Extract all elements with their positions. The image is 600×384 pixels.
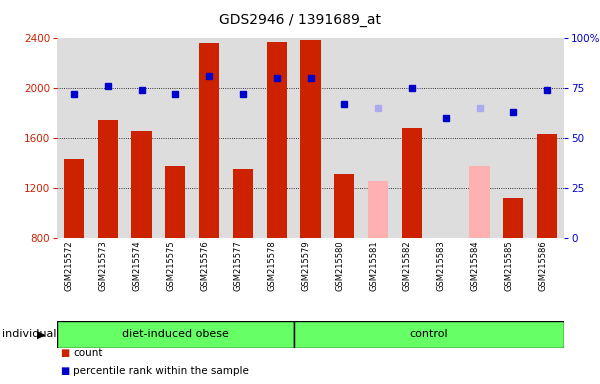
Bar: [199, 43, 219, 238]
Text: control: control: [409, 329, 448, 339]
Text: GSM215585: GSM215585: [504, 240, 513, 291]
Bar: [436, 238, 456, 239]
Bar: [64, 159, 84, 238]
Text: count: count: [73, 348, 103, 358]
Text: individual: individual: [2, 329, 56, 339]
Bar: [233, 169, 253, 238]
Text: GSM215576: GSM215576: [200, 240, 209, 291]
Bar: [334, 174, 355, 238]
Text: diet-induced obese: diet-induced obese: [122, 329, 229, 339]
Bar: [165, 166, 185, 238]
Text: GSM215572: GSM215572: [65, 240, 74, 291]
Bar: [98, 119, 118, 238]
Bar: [57, 321, 293, 348]
Text: percentile rank within the sample: percentile rank within the sample: [73, 366, 249, 376]
Text: GSM215573: GSM215573: [98, 240, 108, 291]
Text: ▶: ▶: [37, 329, 45, 339]
Bar: [368, 180, 388, 238]
Text: GSM215579: GSM215579: [302, 240, 311, 291]
Text: GSM215577: GSM215577: [234, 240, 243, 291]
Bar: [301, 40, 320, 238]
Bar: [503, 198, 523, 238]
Bar: [537, 134, 557, 238]
Text: GSM215575: GSM215575: [166, 240, 175, 291]
Bar: [266, 42, 287, 238]
Text: GSM215584: GSM215584: [470, 240, 479, 291]
Text: GSM215578: GSM215578: [268, 240, 277, 291]
Text: ■: ■: [60, 348, 69, 358]
Bar: [469, 166, 490, 238]
Text: GSM215583: GSM215583: [437, 240, 446, 291]
Text: GSM215574: GSM215574: [133, 240, 142, 291]
Bar: [131, 131, 152, 238]
Text: GSM215581: GSM215581: [369, 240, 378, 291]
Bar: [402, 128, 422, 238]
Text: GSM215582: GSM215582: [403, 240, 412, 291]
Bar: [293, 321, 564, 348]
Text: GDS2946 / 1391689_at: GDS2946 / 1391689_at: [219, 13, 381, 27]
Text: GSM215586: GSM215586: [538, 240, 547, 291]
Text: ■: ■: [60, 366, 69, 376]
Text: GSM215580: GSM215580: [335, 240, 344, 291]
